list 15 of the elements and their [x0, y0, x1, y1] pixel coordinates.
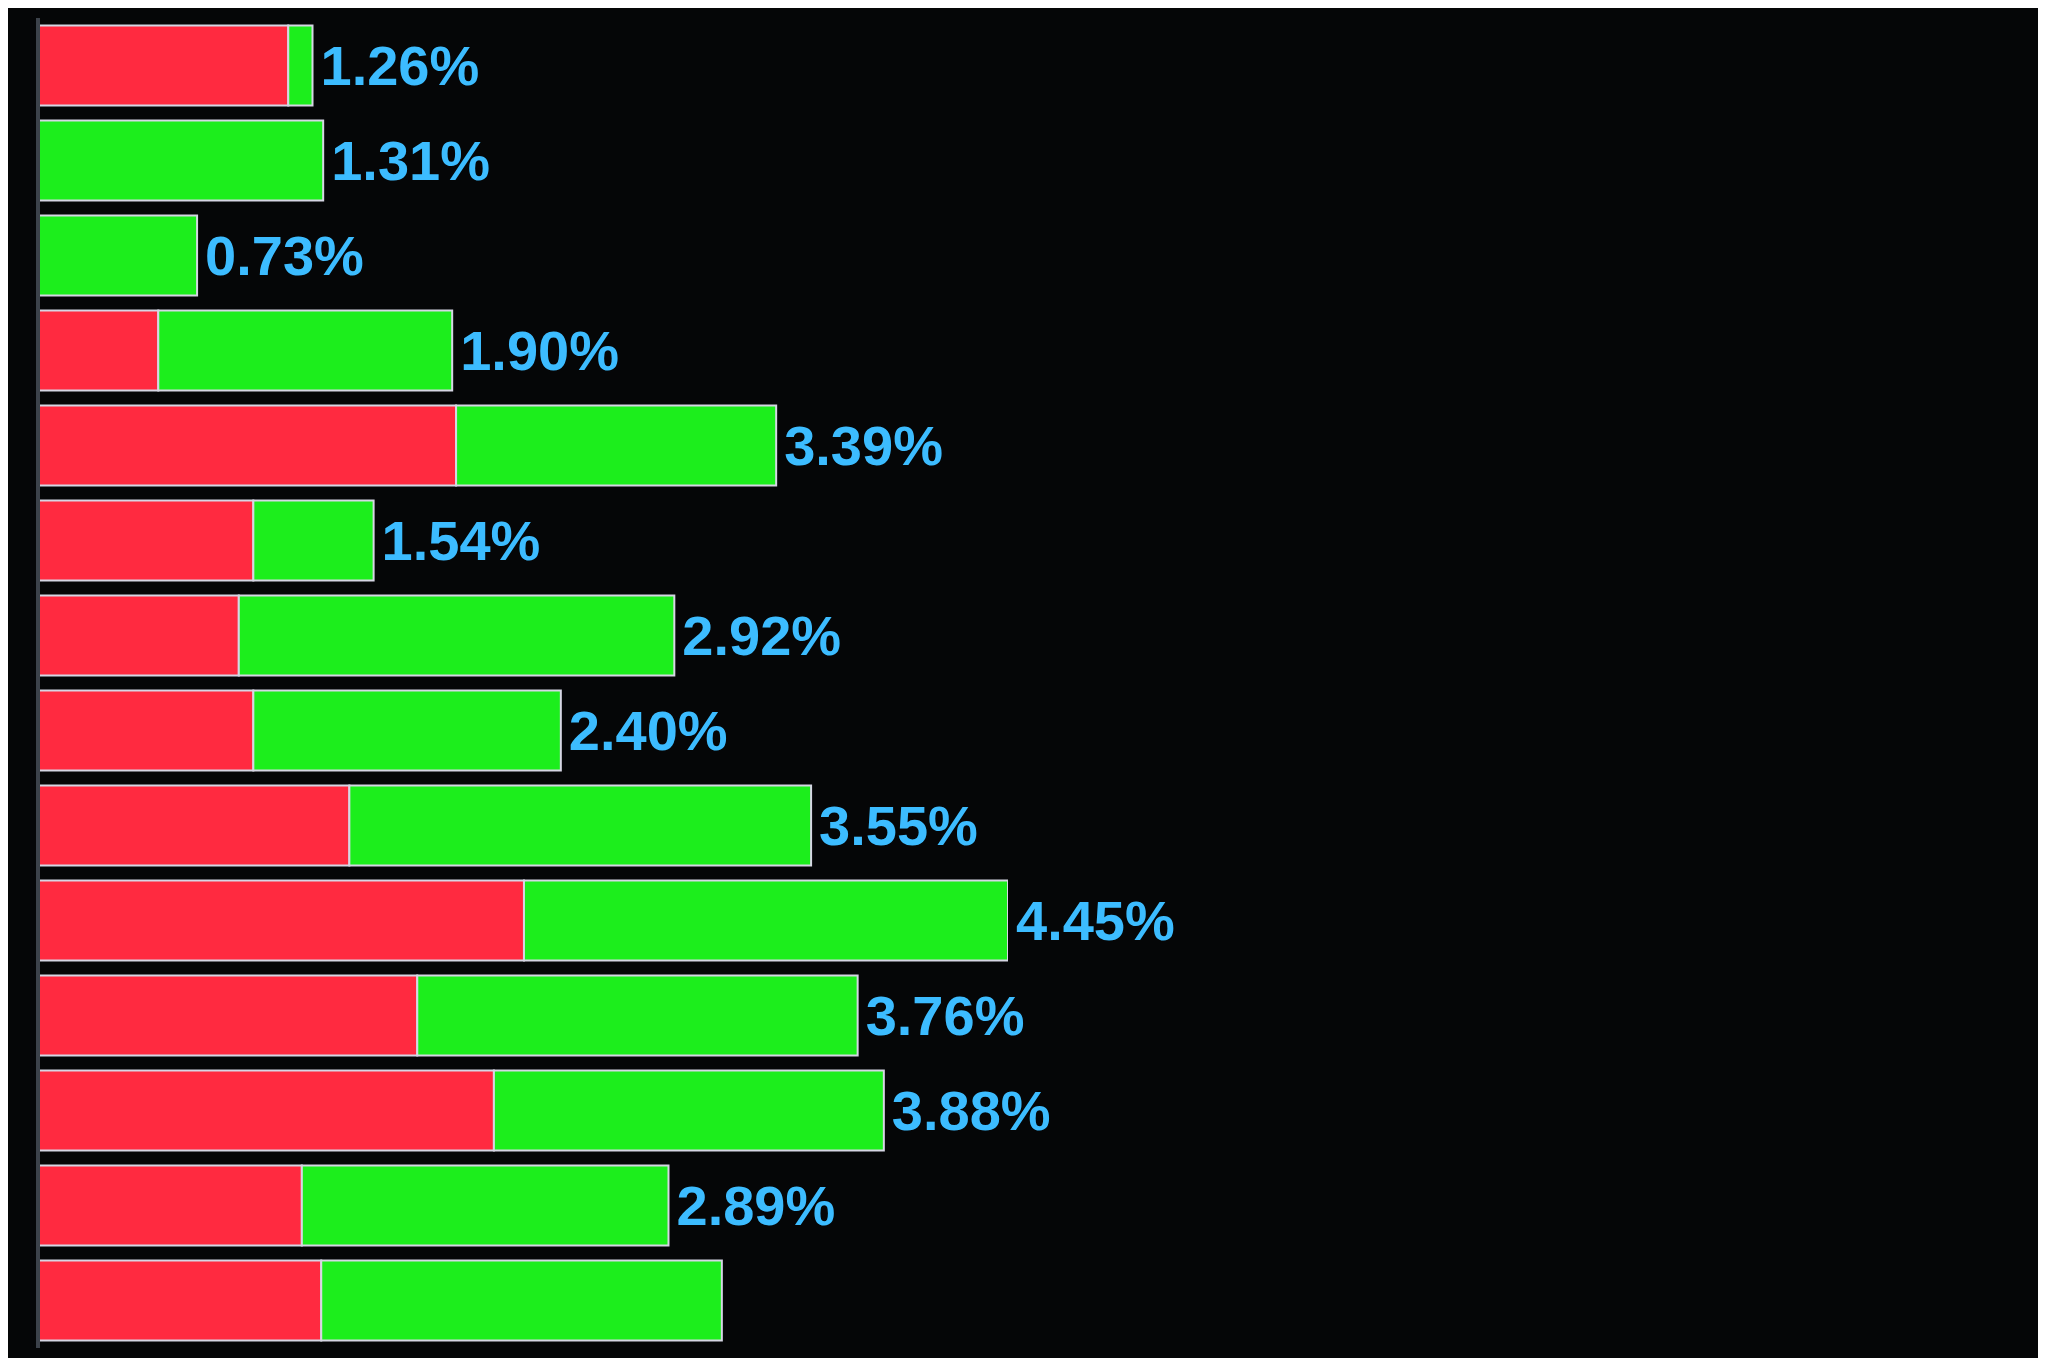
bar — [38, 119, 325, 202]
annotation: 2.89% — [676, 1174, 836, 1238]
bar — [38, 214, 199, 297]
annotation: 2.40% — [568, 699, 728, 763]
annotation: 4.45% — [1016, 889, 1175, 953]
annotation: 3.55% — [819, 794, 978, 858]
annotation: 1.26% — [320, 34, 480, 98]
annotation: 1.54% — [381, 509, 541, 573]
annotation: 3.76% — [865, 984, 1025, 1048]
annotation: 3.39% — [784, 414, 943, 478]
annotation: 0.73% — [205, 224, 364, 288]
annotation: 1.90% — [460, 319, 619, 383]
annotation: 2.92% — [682, 604, 842, 668]
annotation: 3.88% — [891, 1079, 1051, 1143]
annotation: 1.31% — [331, 129, 490, 193]
